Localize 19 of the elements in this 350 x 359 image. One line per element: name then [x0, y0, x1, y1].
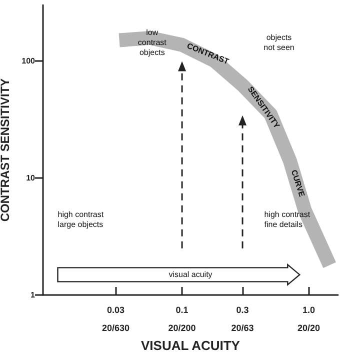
x-tick-label: 0.1 — [176, 305, 188, 315]
annotation: CURVE — [289, 168, 307, 199]
annotation: visual acuity — [168, 270, 212, 280]
y-tick-label: 1 — [30, 290, 36, 300]
y-tick-label: 10 — [26, 173, 36, 182]
y-axis-title: CONTRAST SENSITIVITY — [0, 78, 12, 222]
text: 20/63 — [231, 323, 254, 333]
annotation: high contrast fine details — [264, 210, 311, 230]
x-tick-label: 0.03 — [106, 305, 125, 315]
text: 20/630 — [102, 323, 130, 333]
text: 20/20 — [298, 323, 320, 333]
text: 20/200 — [168, 323, 196, 333]
x-tick-label: 0.3 — [236, 305, 249, 315]
x-axis-title: VISUAL ACUITY — [141, 338, 240, 353]
annotation: low contrast objects — [138, 28, 168, 58]
annotation: objects not seen — [264, 33, 294, 52]
annotation: high contrast large objects — [58, 210, 104, 230]
x-tick-label: 1.0 — [302, 305, 316, 315]
y-tick-label: 100 — [22, 56, 36, 66]
